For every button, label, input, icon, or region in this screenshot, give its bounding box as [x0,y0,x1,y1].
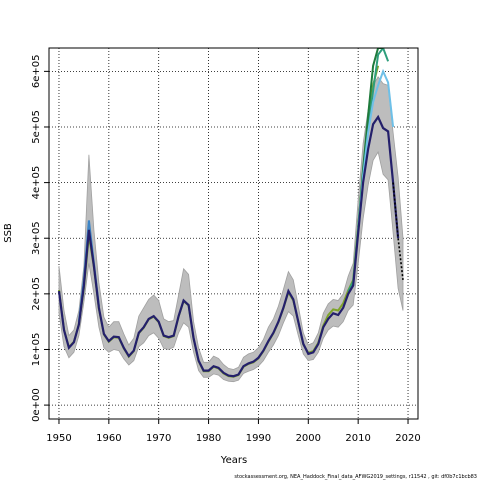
confidence-band-area [58,76,404,383]
x-axis: 1950 1960 1970 1980 1990 2000 2010 2020 [46,418,421,444]
x-tick-label: 1990 [246,433,271,444]
ssb-estimate-line [57,114,400,378]
x-tick-label: 2000 [296,433,321,444]
y-tick-label: 0e+00 [31,388,42,422]
ssb-estimate-series [57,114,404,378]
confidence-band [58,76,404,383]
grid-lines [49,48,418,419]
y-tick-label: 3e+05 [31,221,42,255]
y-tick-label: 6e+05 [31,55,42,89]
footer-note: stockassessment.org, NEA_Haddock_Final_d… [234,474,477,480]
y-axis: 0e+00 1e+05 2e+05 3e+05 4e+05 5e+05 6e+05 [31,55,49,422]
y-axis-label: SSB [3,223,14,243]
retro-series-line [357,68,395,230]
x-tick-label: 1970 [146,433,171,444]
x-tick-label: 1960 [96,433,121,444]
plot-frame [48,47,419,420]
x-axis-label: Years [220,455,247,466]
x-tick-label: 2020 [395,433,420,444]
y-tick-label: 5e+05 [31,110,42,144]
y-tick-label: 4e+05 [31,166,42,200]
x-tick-label: 1980 [196,433,221,444]
x-tick-label: 2010 [345,433,370,444]
x-tick-label: 1950 [46,433,71,444]
y-tick-label: 2e+05 [31,277,42,311]
y-tick-label: 1e+05 [31,333,42,367]
